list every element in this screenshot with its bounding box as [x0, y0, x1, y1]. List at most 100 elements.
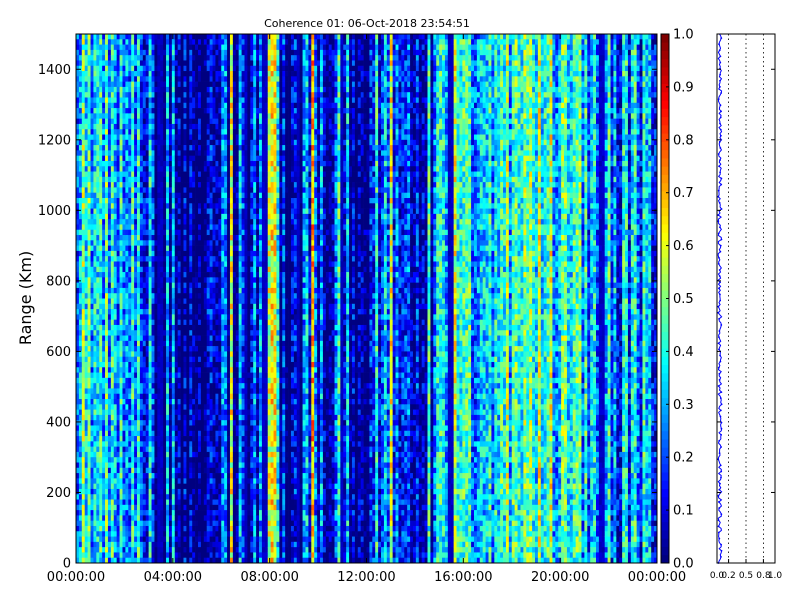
heatmap-cell — [119, 557, 123, 564]
heatmap-cell — [128, 224, 132, 231]
heatmap-cell — [163, 113, 167, 119]
heatmap-cell — [134, 129, 138, 135]
heatmap-cell — [160, 129, 164, 135]
heatmap-cell — [116, 102, 120, 109]
heatmap-cell — [180, 118, 184, 125]
heatmap-cell — [76, 145, 80, 151]
heatmap-cell — [218, 39, 222, 45]
heatmap-cell — [151, 261, 155, 268]
heatmap-cell — [180, 298, 184, 305]
heatmap-cell — [160, 393, 164, 400]
heatmap-cell — [128, 510, 132, 516]
heatmap-cell — [157, 451, 161, 458]
heatmap-cell — [119, 446, 123, 453]
heatmap-cell — [183, 282, 187, 289]
heatmap-cell — [189, 129, 193, 135]
heatmap-cell — [76, 372, 80, 379]
heatmap-cell — [192, 76, 196, 82]
heatmap-cell — [212, 388, 216, 395]
heatmap-cell — [189, 266, 193, 273]
heatmap-cell — [87, 383, 91, 389]
heatmap-cell — [171, 377, 176, 384]
heatmap-cell — [105, 298, 109, 305]
heatmap-cell — [93, 102, 97, 109]
heatmap-cell — [157, 187, 161, 194]
heatmap-cell — [212, 430, 216, 437]
heatmap-cell — [166, 49, 170, 56]
heatmap-cell — [139, 197, 144, 204]
heatmap-cell — [90, 34, 94, 40]
heatmap-cell — [139, 65, 144, 72]
heatmap-cell — [131, 129, 135, 135]
heatmap-cell — [215, 166, 219, 172]
heatmap-cell — [209, 309, 213, 315]
heatmap-cell — [154, 171, 158, 178]
heatmap-cell — [163, 213, 167, 220]
heatmap-cell — [198, 155, 202, 162]
heatmap-cell — [195, 129, 199, 135]
heatmap-cell — [125, 134, 129, 141]
heatmap-cell — [145, 235, 149, 241]
heatmap-cell — [183, 160, 187, 167]
heatmap-cell — [183, 520, 187, 527]
heatmap-cell — [81, 361, 86, 368]
heatmap-cell — [102, 71, 106, 77]
heatmap-cell — [177, 76, 181, 82]
heatmap-cell — [81, 324, 86, 331]
heatmap-cell — [157, 134, 161, 141]
heatmap-cell — [151, 404, 155, 410]
heatmap-cell — [163, 118, 167, 125]
heatmap-cell — [195, 557, 199, 564]
heatmap-cell — [157, 372, 161, 379]
heatmap-cell — [128, 409, 132, 416]
heatmap-cell — [203, 346, 208, 352]
heatmap-cell — [218, 340, 222, 347]
heatmap-cell — [157, 166, 161, 172]
heatmap-cell — [81, 203, 86, 209]
heatmap-cell — [198, 298, 202, 305]
heatmap-cell — [113, 515, 118, 522]
heatmap-cell — [186, 409, 190, 416]
heatmap-cell — [107, 425, 112, 432]
heatmap-cell — [215, 160, 219, 167]
heatmap-cell — [122, 298, 126, 305]
heatmap-cell — [134, 187, 138, 194]
heatmap-cell — [78, 356, 83, 363]
heatmap-cell — [131, 441, 135, 447]
heatmap-cell — [195, 488, 199, 495]
heatmap-cell — [198, 60, 202, 67]
heatmap-cell — [119, 102, 123, 109]
heatmap-cell — [198, 97, 202, 104]
heatmap-cell — [192, 324, 196, 331]
heatmap-cell — [119, 92, 123, 98]
heatmap-cell — [215, 139, 219, 146]
heatmap-cell — [163, 208, 167, 215]
heatmap-cell — [177, 277, 181, 283]
heatmap-cell — [93, 441, 97, 447]
heatmap-cell — [142, 71, 147, 77]
heatmap-cell — [134, 525, 138, 532]
heatmap-cell — [131, 44, 135, 51]
heatmap-cell — [163, 155, 167, 162]
heatmap-cell — [215, 367, 219, 373]
heatmap-cell — [116, 287, 120, 294]
heatmap-cell — [160, 182, 164, 188]
heatmap-cell — [76, 245, 80, 252]
heatmap-cell — [90, 298, 94, 305]
heatmap-cell — [183, 113, 187, 119]
heatmap-cell — [96, 34, 100, 40]
heatmap-cell — [168, 473, 173, 479]
heatmap-cell — [90, 377, 94, 384]
heatmap-cell — [90, 102, 94, 109]
heatmap-cell — [90, 160, 94, 167]
heatmap-cell — [131, 451, 135, 458]
heatmap-cell — [183, 335, 187, 342]
heatmap-cell — [177, 404, 181, 410]
heatmap-cell — [116, 324, 120, 331]
heatmap-cell — [116, 309, 120, 315]
heatmap-cell — [163, 245, 167, 252]
heatmap-cell — [203, 377, 208, 384]
heatmap-cell — [160, 44, 164, 51]
heatmap-cell — [87, 451, 91, 458]
heatmap-cell — [125, 60, 129, 67]
